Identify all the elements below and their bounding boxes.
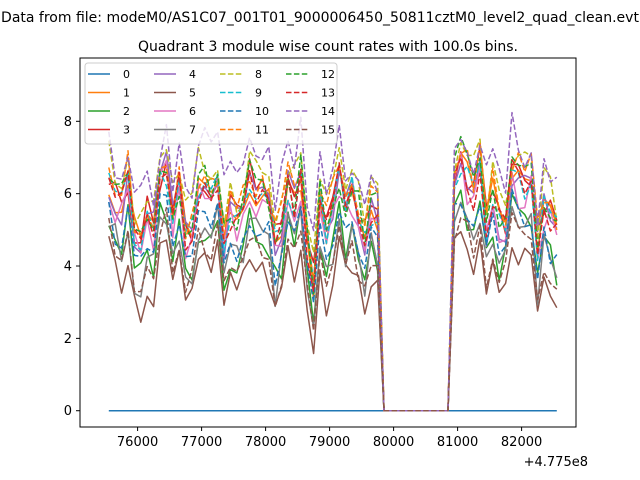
legend-label-7: 7 bbox=[189, 124, 196, 137]
x-offset-label: +4.775e8 bbox=[524, 455, 588, 470]
series-line-13 bbox=[108, 156, 558, 412]
series-line-7 bbox=[108, 201, 558, 412]
y-axis: 0 2 4 6 8 bbox=[64, 115, 80, 419]
legend-label-13: 13 bbox=[321, 87, 335, 100]
y-tick-label: 8 bbox=[64, 115, 72, 130]
legend-label-4: 4 bbox=[189, 68, 196, 81]
legend-label-3: 3 bbox=[123, 124, 130, 137]
x-tick-label: 81000 bbox=[437, 435, 478, 450]
y-tick-label: 0 bbox=[64, 404, 72, 419]
x-axis: 76000 77000 78000 79000 80000 81000 82000 bbox=[117, 427, 542, 450]
plot-frame bbox=[79, 57, 577, 428]
x-tick-label: 82000 bbox=[501, 435, 542, 450]
y-tick-label: 6 bbox=[64, 187, 72, 202]
series-line-14 bbox=[108, 111, 558, 412]
legend-label-8: 8 bbox=[255, 68, 262, 81]
legend-label-12: 12 bbox=[321, 68, 335, 81]
y-tick-label: 2 bbox=[64, 332, 72, 347]
legend-label-6: 6 bbox=[189, 105, 196, 118]
legend-label-2: 2 bbox=[123, 105, 130, 118]
legend-label-9: 9 bbox=[255, 87, 262, 100]
series-line-5 bbox=[108, 230, 558, 412]
legend-box bbox=[84, 62, 338, 145]
x-tick-label: 78000 bbox=[245, 435, 286, 450]
legend-label-15: 15 bbox=[321, 124, 335, 137]
x-tick-label: 76000 bbox=[117, 435, 158, 450]
x-tick-label: 80000 bbox=[373, 435, 414, 450]
legend-label-0: 0 bbox=[123, 68, 130, 81]
series-layer bbox=[108, 111, 558, 412]
chart-title: Quadrant 3 module wise count rates with … bbox=[138, 39, 518, 55]
x-tick-label: 77000 bbox=[181, 435, 222, 450]
x-tick-label: 79000 bbox=[309, 435, 350, 450]
y-tick-label: 4 bbox=[64, 260, 72, 275]
series-line-11 bbox=[108, 141, 558, 412]
figure-suptitle: Data from file: modeM0/AS1C07_001T01_900… bbox=[1, 10, 639, 26]
legend-label-5: 5 bbox=[189, 87, 196, 100]
series-line-10 bbox=[108, 188, 558, 412]
legend-label-1: 1 bbox=[123, 87, 130, 100]
series-line-8 bbox=[108, 138, 558, 412]
legend-label-14: 14 bbox=[321, 105, 335, 118]
legend-label-11: 11 bbox=[255, 124, 269, 137]
legend-label-10: 10 bbox=[255, 105, 269, 118]
series-line-12 bbox=[108, 135, 558, 412]
series-line-15 bbox=[108, 206, 558, 412]
